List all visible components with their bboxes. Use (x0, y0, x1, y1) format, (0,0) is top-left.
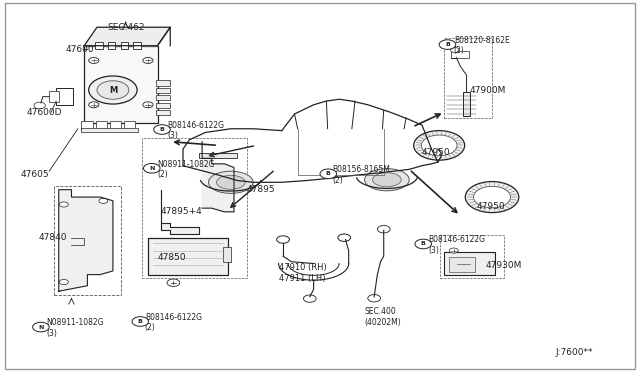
Circle shape (465, 182, 519, 212)
Text: B08120-8162E
(2): B08120-8162E (2) (454, 36, 509, 55)
Circle shape (320, 169, 337, 179)
Text: 47895: 47895 (246, 185, 275, 194)
Bar (109, 121, 121, 131)
Bar (141, 138, 246, 278)
Circle shape (99, 198, 108, 203)
Circle shape (338, 234, 351, 241)
Bar (96, 121, 107, 131)
Text: 47600: 47600 (65, 45, 93, 54)
Text: B08146-6122G
(2): B08146-6122G (2) (145, 313, 202, 332)
Bar (148, 238, 228, 275)
Polygon shape (84, 27, 170, 46)
Text: J:7600**: J:7600** (556, 348, 593, 357)
Circle shape (33, 322, 49, 332)
Text: 47900M: 47900M (470, 86, 506, 94)
Text: 47911 (LH): 47911 (LH) (278, 274, 325, 283)
Bar (133, 42, 141, 49)
Circle shape (89, 58, 99, 63)
Text: B: B (138, 319, 143, 324)
Circle shape (34, 102, 45, 109)
Circle shape (154, 125, 170, 134)
Circle shape (415, 239, 431, 249)
Text: B08146-6122G
(3): B08146-6122G (3) (167, 121, 224, 140)
Bar (156, 80, 170, 86)
Bar (223, 247, 231, 262)
Bar (449, 257, 475, 272)
Circle shape (60, 279, 68, 285)
Bar (120, 42, 128, 49)
Bar (49, 91, 59, 102)
Text: N08911-1082G
(2): N08911-1082G (2) (157, 160, 215, 179)
Text: N: N (38, 324, 44, 330)
Circle shape (368, 295, 381, 302)
Bar (156, 95, 170, 100)
Bar (463, 92, 470, 116)
Text: 47950: 47950 (476, 202, 505, 211)
Circle shape (449, 248, 458, 253)
Text: SEC.462: SEC.462 (107, 23, 145, 32)
Circle shape (97, 81, 129, 99)
Text: 47850: 47850 (157, 253, 186, 263)
Circle shape (89, 102, 99, 108)
Bar (156, 103, 170, 108)
Circle shape (451, 48, 460, 53)
Bar (156, 110, 170, 115)
Text: B08146-6122G
(3): B08146-6122G (3) (428, 235, 485, 255)
Circle shape (132, 317, 148, 326)
Circle shape (439, 40, 456, 49)
Text: 47930M: 47930M (486, 261, 522, 270)
Text: N08911-1082G
(3): N08911-1082G (3) (46, 318, 104, 338)
Bar (84, 46, 157, 123)
Polygon shape (59, 190, 113, 291)
Polygon shape (161, 190, 199, 234)
Circle shape (143, 58, 153, 63)
Text: B: B (326, 171, 331, 176)
Circle shape (413, 131, 465, 160)
Text: 47605: 47605 (20, 170, 49, 179)
Circle shape (303, 295, 316, 302)
Bar (95, 42, 102, 49)
Bar (199, 153, 237, 158)
Bar (156, 88, 170, 93)
Text: B: B (445, 42, 450, 47)
Text: 47910 (RH): 47910 (RH) (278, 263, 326, 272)
Text: B08156-8165M
(2): B08156-8165M (2) (333, 165, 390, 185)
Bar (444, 38, 492, 118)
Text: N: N (149, 166, 154, 171)
Circle shape (378, 225, 390, 233)
Text: 47600D: 47600D (27, 108, 62, 117)
Polygon shape (202, 142, 234, 212)
Ellipse shape (365, 169, 409, 191)
Bar (440, 235, 504, 278)
Ellipse shape (372, 173, 401, 187)
Circle shape (474, 186, 511, 208)
Text: M: M (109, 86, 117, 94)
Bar (124, 121, 135, 131)
Bar (54, 186, 120, 295)
Text: SEC.400
(40202M): SEC.400 (40202M) (365, 307, 401, 327)
Bar (451, 51, 469, 58)
Text: 47895+4: 47895+4 (161, 207, 202, 217)
Text: B: B (159, 127, 164, 132)
Circle shape (143, 163, 160, 173)
Bar (56, 88, 74, 105)
Text: B: B (420, 241, 426, 247)
Ellipse shape (209, 171, 253, 193)
Circle shape (167, 279, 180, 286)
Circle shape (421, 135, 457, 156)
Bar (444, 253, 495, 275)
Circle shape (60, 202, 68, 207)
Circle shape (143, 102, 153, 108)
Circle shape (89, 76, 137, 104)
Circle shape (276, 236, 289, 243)
Bar (108, 42, 115, 49)
Text: 47950: 47950 (422, 148, 451, 157)
Bar (81, 121, 93, 131)
Bar (81, 128, 138, 132)
Ellipse shape (216, 175, 245, 189)
Text: 47840: 47840 (38, 233, 67, 242)
